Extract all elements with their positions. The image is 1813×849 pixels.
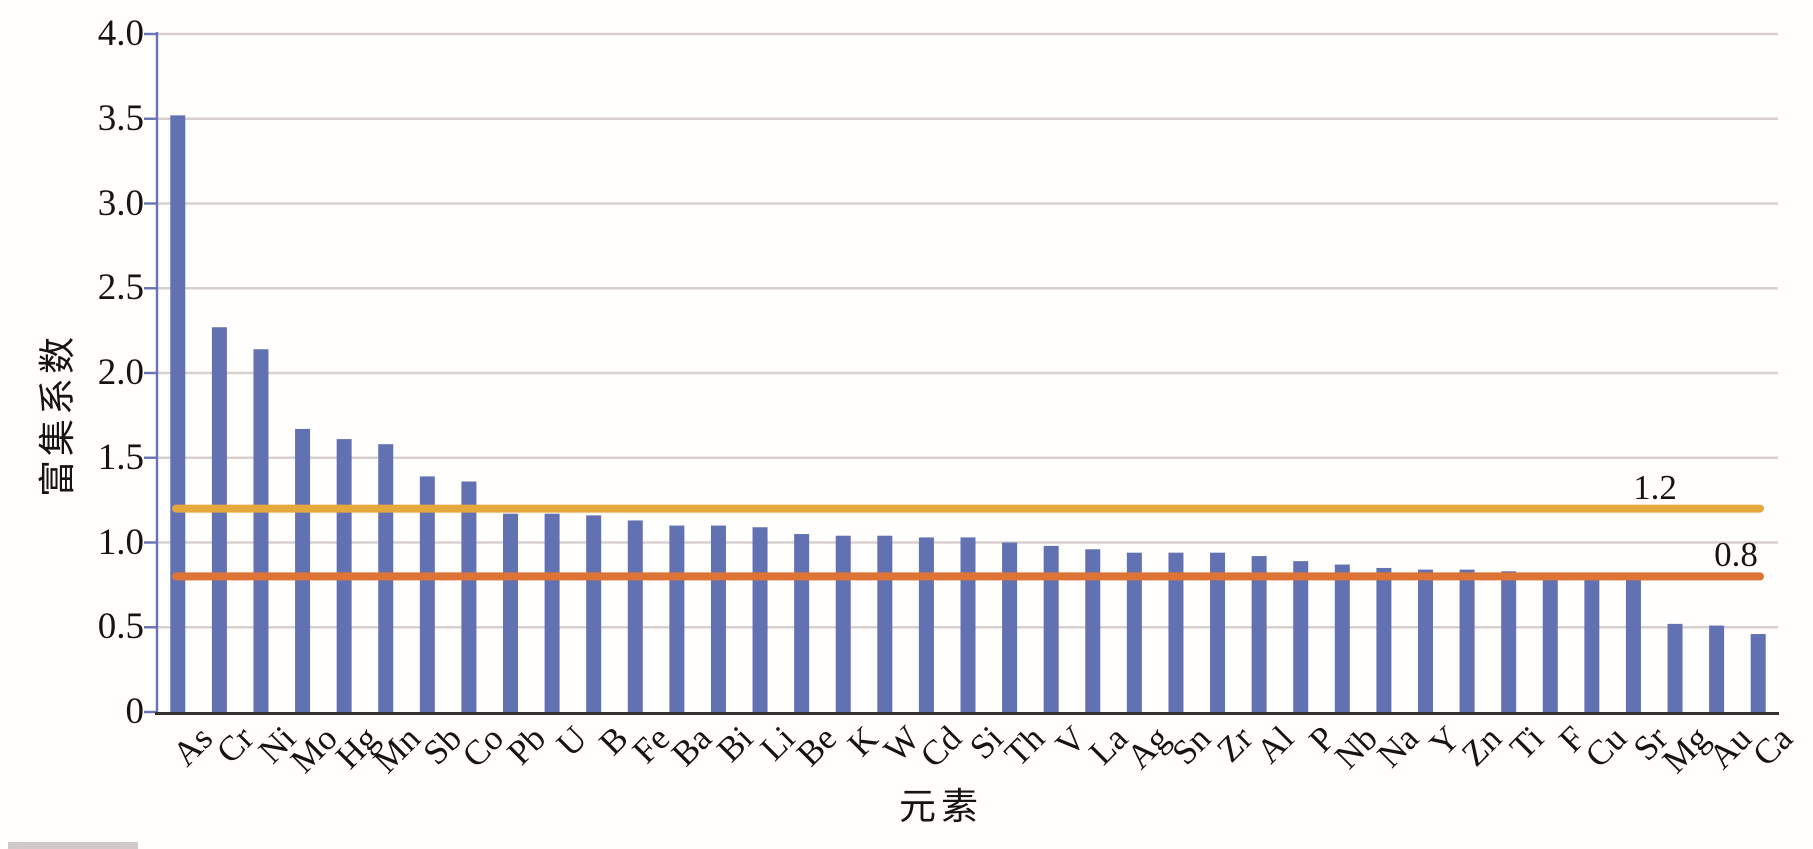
bar-Nb xyxy=(1334,564,1350,712)
bar-F xyxy=(1542,576,1558,712)
bar-W xyxy=(877,535,893,712)
bar-Th xyxy=(1002,542,1018,712)
bar-Sr xyxy=(1625,578,1641,712)
y-axis-title: 富集系数 xyxy=(38,333,79,497)
bar-Co xyxy=(461,481,477,712)
bar-Cd xyxy=(918,537,934,712)
ref-line-label-1-2: 1.2 xyxy=(1633,468,1677,507)
bar-Zr xyxy=(1210,552,1226,712)
bar-Cr xyxy=(211,327,227,712)
bar-Mo xyxy=(295,428,311,712)
bar-Y xyxy=(1417,569,1433,712)
bar-Au xyxy=(1709,625,1725,712)
y-tick-label-3.5: 3.5 xyxy=(97,97,144,139)
bar-K xyxy=(835,535,851,712)
bar-Ba xyxy=(669,525,685,712)
y-tick-label-4.0: 4.0 xyxy=(97,13,144,54)
bar-Si xyxy=(960,537,976,712)
bottom-left-ui-fragment xyxy=(8,842,138,849)
bar-La xyxy=(1085,549,1101,712)
bar-Ni xyxy=(253,349,269,712)
bar-Ca xyxy=(1750,634,1766,712)
ref-line-label-0-8: 0.8 xyxy=(1714,535,1758,574)
y-tick-label-3.0: 3.0 xyxy=(97,182,144,224)
y-tick-label-0: 0 xyxy=(125,691,145,732)
x-axis-title: 元素 xyxy=(899,787,983,828)
bar-U xyxy=(544,513,560,712)
y-tick-label-2.0: 2.0 xyxy=(97,352,144,393)
bar-As xyxy=(170,115,186,713)
bar-Zn xyxy=(1459,569,1475,712)
bar-Sn xyxy=(1168,552,1184,712)
bar-Ti xyxy=(1501,571,1517,712)
bar-Pb xyxy=(503,513,519,712)
bar-B xyxy=(586,515,602,712)
bar-Cu xyxy=(1584,578,1600,712)
bar-Al xyxy=(1251,556,1267,712)
bar-V xyxy=(1043,545,1059,712)
bar-Sb xyxy=(419,476,435,712)
bar-Bi xyxy=(710,525,726,712)
bar-P xyxy=(1293,561,1309,712)
bar-Fe xyxy=(627,520,643,712)
bar-Ag xyxy=(1126,552,1142,712)
bar-Be xyxy=(794,534,810,712)
bar-Na xyxy=(1376,567,1392,712)
y-tick-label-1.0: 1.0 xyxy=(97,521,144,563)
y-tick-label-2.5: 2.5 xyxy=(97,267,144,309)
y-tick-label-0.5: 0.5 xyxy=(97,606,144,648)
bar-Mg xyxy=(1667,623,1683,712)
bar-Li xyxy=(752,527,768,712)
y-tick-label-1.5: 1.5 xyxy=(97,436,144,478)
